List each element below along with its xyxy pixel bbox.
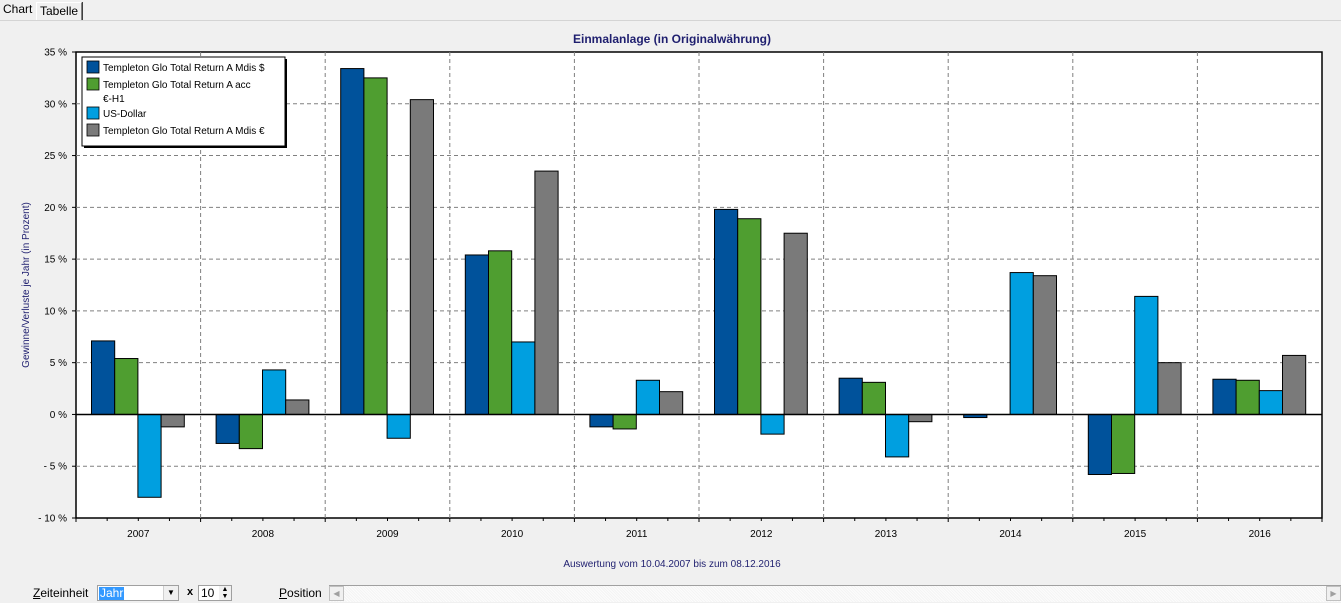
- scroll-right-icon[interactable]: ▶: [1326, 586, 1341, 601]
- position-label-accesskey: P: [279, 586, 288, 600]
- x-tick-label: 2007: [127, 529, 150, 540]
- bar: [238, 413, 264, 450]
- bar: [714, 208, 739, 415]
- multiplier-value[interactable]: 10: [201, 586, 215, 600]
- bar: [1235, 379, 1260, 415]
- bar: [285, 399, 310, 415]
- bar: [1212, 378, 1237, 415]
- x-tick-label: 2009: [376, 529, 399, 540]
- spin-arrows-icon[interactable]: ▲ ▼: [219, 586, 231, 600]
- bar: [908, 413, 933, 423]
- y-tick-label: 30 %: [44, 99, 67, 110]
- y-tick-label: 15 %: [44, 255, 67, 266]
- bar: [1282, 354, 1307, 415]
- y-tick-label: 25 %: [44, 151, 67, 162]
- bar: [885, 413, 910, 458]
- bar: [160, 413, 185, 428]
- multiplier-stepper[interactable]: 10 ▲ ▼: [198, 585, 232, 601]
- position-scrollbar[interactable]: ◀ ▶: [329, 585, 1341, 602]
- x-tick-label: 2015: [1124, 529, 1147, 540]
- bar: [215, 413, 240, 444]
- legend-label: Templeton Glo Total Return A Mdis €: [103, 126, 265, 137]
- chevron-down-icon[interactable]: ▼: [163, 586, 178, 600]
- bar: [1111, 413, 1136, 474]
- scroll-left-icon[interactable]: ◀: [329, 586, 344, 601]
- x-tick-label: 2014: [999, 529, 1022, 540]
- x-tick-label: 2010: [501, 529, 524, 540]
- bar: [760, 413, 785, 435]
- y-tick-label: 0 %: [50, 410, 67, 421]
- bar: [589, 413, 614, 428]
- legend-label: Templeton Glo Total Return A acc: [103, 80, 251, 91]
- bar: [534, 170, 559, 415]
- legend-swatch: [86, 77, 100, 91]
- bar: [861, 381, 886, 415]
- y-axis: 35 % 30 % 25 % 20 % 15 % 10 % 5 % 0 % - 5 % - 10 …: [38, 48, 76, 525]
- legend: Templeton Glo Total Return A Mdis $ Templ…: [81, 56, 287, 148]
- y-tick-label: 35 %: [44, 48, 67, 59]
- legend-label: €-H1: [103, 94, 125, 105]
- x-tick-label: 2008: [252, 529, 275, 540]
- bar: [838, 377, 863, 415]
- tab-bar: Chart Tabelle: [0, 0, 1341, 21]
- x-axis: 2007 2008 2009 2010 2011 2012 2013 2014 2015 2016: [75, 518, 1323, 540]
- zeiteinheit-label-accesskey: Z: [33, 586, 41, 600]
- grid: [76, 52, 1322, 518]
- bar: [635, 379, 660, 415]
- x-tick-label: 2016: [1249, 529, 1272, 540]
- x-tick-label: 2011: [626, 529, 648, 540]
- y-tick-label: 5 %: [50, 358, 67, 369]
- bar: [1258, 390, 1284, 415]
- bar: [659, 391, 684, 415]
- bar: [1087, 413, 1113, 476]
- multiplier-label: x: [187, 586, 194, 598]
- zeiteinheit-value: Jahr: [99, 586, 125, 600]
- bar: [340, 68, 365, 415]
- position-label: Position: [279, 586, 322, 600]
- legend-label: US-Dollar: [103, 109, 147, 120]
- bar: [1009, 272, 1034, 415]
- bar: [464, 254, 489, 415]
- zeiteinheit-label-text: eiteinheit: [40, 586, 89, 600]
- y-tick-label: 20 %: [44, 203, 67, 214]
- bar: [114, 358, 139, 415]
- legend-label: Templeton Glo Total Return A Mdis $: [103, 63, 265, 74]
- bar: [511, 341, 536, 415]
- bar: [1134, 295, 1159, 415]
- bar: [137, 413, 162, 498]
- tab-chart[interactable]: Chart: [0, 0, 36, 19]
- y-tick-label: - 5 %: [44, 462, 67, 473]
- bar: [409, 99, 434, 415]
- zeiteinheit-label: Zeiteinheit: [33, 586, 88, 600]
- bar: [386, 413, 411, 439]
- legend-swatch: [86, 123, 100, 137]
- bar: [1157, 362, 1182, 415]
- bar: [783, 232, 808, 415]
- bar-chart: Einmalanlage (in Originalwährung) 35 % 30…: [21, 32, 1323, 570]
- bar: [262, 369, 287, 415]
- chart-title: Einmalanlage (in Originalwährung): [573, 32, 771, 46]
- x-tick-label: 2013: [875, 529, 898, 540]
- position-label-text: osition: [287, 586, 322, 600]
- y-tick-label: - 10 %: [38, 514, 67, 525]
- bar: [1032, 275, 1058, 415]
- legend-box: [81, 56, 286, 147]
- legend-swatch: [86, 60, 100, 74]
- bar: [612, 413, 637, 430]
- y-axis-label: Gewinne/Verluste je Jahr (in Prozent): [21, 202, 32, 368]
- bar: [488, 250, 513, 415]
- x-tick-label: 2012: [750, 529, 773, 540]
- evaluation-period: Auswertung vom 10.04.2007 bis zum 08.12.…: [563, 559, 781, 570]
- bar: [737, 218, 762, 415]
- zeiteinheit-select[interactable]: Jahr ▼: [97, 585, 179, 601]
- legend-swatch: [86, 106, 100, 120]
- tab-tabelle[interactable]: Tabelle: [36, 2, 83, 20]
- bar: [363, 77, 388, 415]
- y-tick-label: 10 %: [44, 306, 67, 317]
- controls-bar: Zeiteinheit Jahr ▼ x 10 ▲ ▼ Position ◀ ▶: [0, 584, 1341, 603]
- bar: [91, 340, 116, 415]
